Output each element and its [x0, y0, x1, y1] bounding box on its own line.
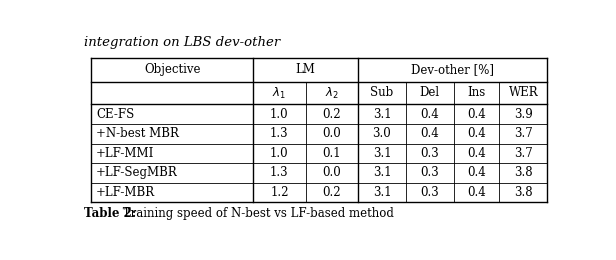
- Text: +LF-SegMBR: +LF-SegMBR: [96, 166, 178, 179]
- Text: 0.4: 0.4: [421, 108, 439, 121]
- Text: 0.4: 0.4: [467, 147, 486, 160]
- Text: 3.1: 3.1: [373, 147, 391, 160]
- Text: Table 2:: Table 2:: [84, 207, 136, 220]
- Text: Objective: Objective: [144, 63, 200, 76]
- Text: Training speed of N-best vs LF-based method: Training speed of N-best vs LF-based met…: [119, 207, 394, 220]
- Text: 3.9: 3.9: [514, 108, 533, 121]
- Text: 3.1: 3.1: [373, 166, 391, 179]
- Text: 1.3: 1.3: [270, 127, 289, 140]
- Text: $\lambda_2$: $\lambda_2$: [325, 86, 339, 101]
- Text: 3.7: 3.7: [514, 147, 533, 160]
- Text: 1.2: 1.2: [270, 186, 289, 199]
- Text: $\lambda_1$: $\lambda_1$: [272, 86, 286, 101]
- Text: 3.8: 3.8: [514, 166, 533, 179]
- Text: 0.2: 0.2: [323, 186, 341, 199]
- Text: integration on LBS dev-other: integration on LBS dev-other: [84, 36, 280, 49]
- Text: 0.4: 0.4: [421, 127, 439, 140]
- Text: 3.0: 3.0: [373, 127, 391, 140]
- Text: 0.0: 0.0: [322, 166, 341, 179]
- Text: Ins: Ins: [468, 87, 485, 100]
- Text: 0.3: 0.3: [421, 147, 439, 160]
- Text: 0.2: 0.2: [323, 108, 341, 121]
- Text: 0.4: 0.4: [467, 108, 486, 121]
- Text: 0.3: 0.3: [421, 166, 439, 179]
- Text: CE-FS: CE-FS: [96, 108, 134, 121]
- Text: Del: Del: [419, 87, 440, 100]
- Text: 1.3: 1.3: [270, 166, 289, 179]
- Text: 3.1: 3.1: [373, 186, 391, 199]
- Text: 1.0: 1.0: [270, 147, 289, 160]
- Text: 3.8: 3.8: [514, 186, 533, 199]
- Text: WER: WER: [508, 87, 538, 100]
- Text: LM: LM: [296, 63, 315, 76]
- Text: 3.7: 3.7: [514, 127, 533, 140]
- Text: 0.1: 0.1: [323, 147, 341, 160]
- Text: +LF-MBR: +LF-MBR: [96, 186, 155, 199]
- Text: 0.4: 0.4: [467, 186, 486, 199]
- Text: 0.4: 0.4: [467, 127, 486, 140]
- Text: 1.0: 1.0: [270, 108, 289, 121]
- Text: 0.0: 0.0: [322, 127, 341, 140]
- Text: +N-best MBR: +N-best MBR: [96, 127, 179, 140]
- Text: Sub: Sub: [370, 87, 394, 100]
- Text: 3.1: 3.1: [373, 108, 391, 121]
- Text: 0.3: 0.3: [421, 186, 439, 199]
- Text: +LF-MMI: +LF-MMI: [96, 147, 155, 160]
- Text: Dev-other [%]: Dev-other [%]: [411, 63, 494, 76]
- Text: 0.4: 0.4: [467, 166, 486, 179]
